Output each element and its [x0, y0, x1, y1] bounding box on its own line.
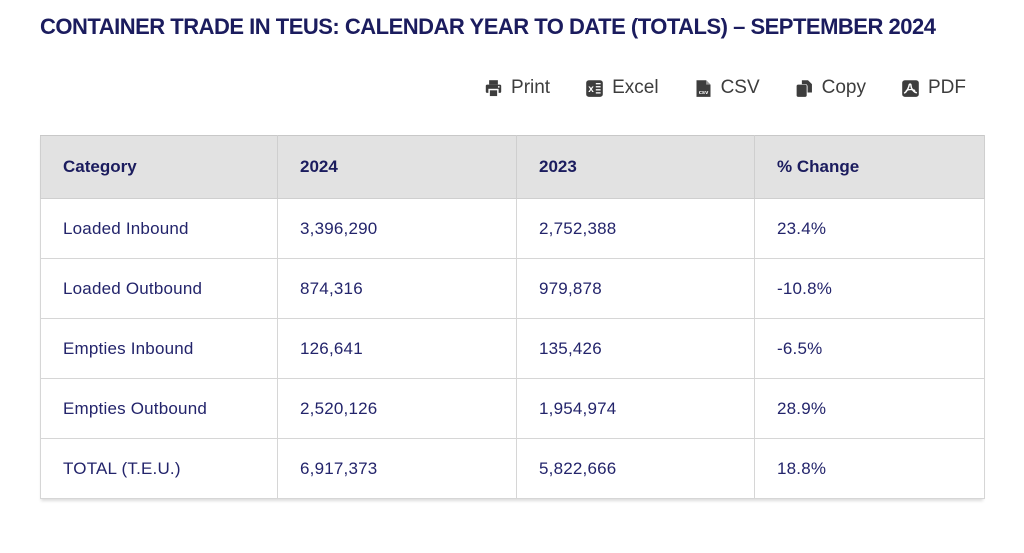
cell-category: Empties Outbound [40, 378, 278, 439]
cell-pct-change: -6.5% [754, 318, 985, 379]
pdf-button[interactable]: PDF [900, 76, 966, 100]
cell-category: TOTAL (T.E.U.) [40, 438, 278, 499]
pdf-button-label: PDF [928, 77, 966, 98]
column-header-2024: 2024 [277, 135, 517, 199]
copy-icon [794, 78, 815, 99]
cell-2023-value: 1,954,974 [516, 378, 755, 439]
column-header-category: Category [40, 135, 278, 199]
svg-text:x: x [588, 84, 594, 95]
table-row-total: TOTAL (T.E.U.) 6,917,373 5,822,666 18.8% [40, 438, 985, 499]
cell-2023-value: 5,822,666 [516, 438, 755, 499]
page-title: CONTAINER TRADE IN TEUS: CALENDAR YEAR T… [40, 14, 936, 39]
cell-2023-value: 135,426 [516, 318, 755, 379]
column-header-2023: 2023 [516, 135, 755, 199]
print-button[interactable]: Print [483, 76, 550, 100]
copy-button[interactable]: Copy [794, 76, 866, 100]
cell-2024-value: 126,641 [277, 318, 517, 379]
cell-2024-value: 2,520,126 [277, 378, 517, 439]
cell-pct-change: -10.8% [754, 258, 985, 319]
excel-file-icon: x [584, 78, 605, 99]
cell-2023-value: 979,878 [516, 258, 755, 319]
excel-button-label: Excel [612, 77, 659, 98]
column-header-pct-change: % Change [754, 135, 985, 199]
csv-button-label: CSV [720, 77, 760, 98]
export-toolbar: Print x Excel [483, 76, 966, 100]
cell-category: Empties Inbound [40, 318, 278, 379]
copy-button-label: Copy [821, 77, 866, 98]
container-trade-table: Category 2024 2023 % Change Loaded Inbou… [40, 135, 985, 499]
csv-button[interactable]: csv CSV [693, 76, 760, 100]
cell-2023-value: 2,752,388 [516, 198, 755, 259]
cell-2024-value: 874,316 [277, 258, 517, 319]
table-row: Empties Inbound 126,641 135,426 -6.5% [40, 318, 985, 379]
cell-pct-change: 23.4% [754, 198, 985, 259]
cell-category: Loaded Inbound [40, 198, 278, 259]
cell-category: Loaded Outbound [40, 258, 278, 319]
cell-2024-value: 3,396,290 [277, 198, 517, 259]
table-header-row: Category 2024 2023 % Change [40, 135, 985, 199]
printer-icon [483, 78, 504, 99]
excel-button[interactable]: x Excel [584, 76, 659, 100]
cell-2024-value: 6,917,373 [277, 438, 517, 499]
table-row: Loaded Outbound 874,316 979,878 -10.8% [40, 258, 985, 319]
table-row: Empties Outbound 2,520,126 1,954,974 28.… [40, 378, 985, 439]
cell-pct-change: 28.9% [754, 378, 985, 439]
pdf-file-icon [900, 78, 921, 99]
csv-file-icon: csv [693, 78, 714, 99]
table-row: Loaded Inbound 3,396,290 2,752,388 23.4% [40, 198, 985, 259]
svg-text:csv: csv [698, 89, 708, 95]
cell-pct-change: 18.8% [754, 438, 985, 499]
print-button-label: Print [511, 77, 551, 98]
